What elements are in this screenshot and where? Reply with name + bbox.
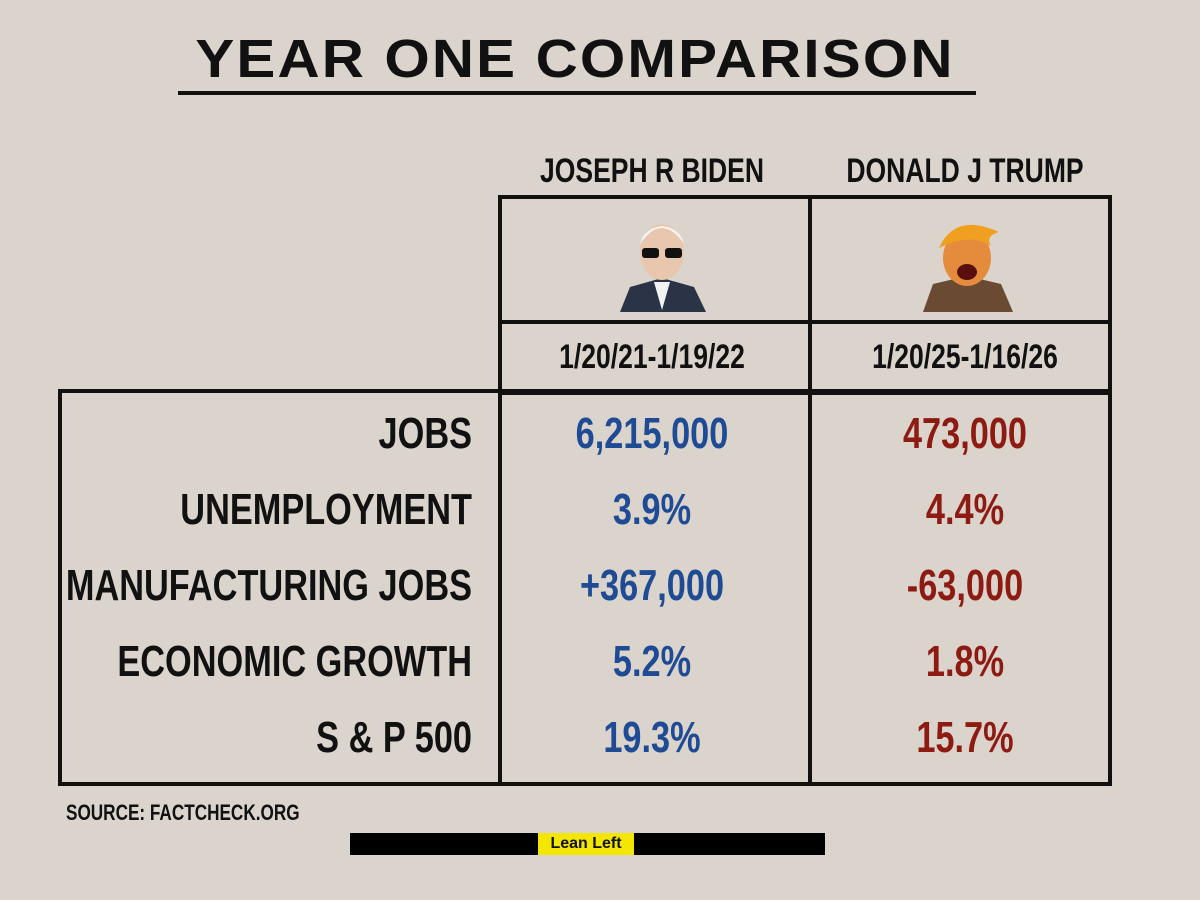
portrait-trump	[923, 224, 1013, 312]
row-label: S & P 500	[316, 713, 472, 762]
row-value: 3.9%	[612, 485, 692, 534]
title: YEAR ONE COMPARISON	[195, 29, 955, 89]
source: SOURCE: FACTCHECK.ORG	[66, 800, 300, 825]
column-divider	[808, 195, 812, 786]
row-label: JOBS	[378, 409, 472, 458]
header-divider	[498, 320, 1112, 324]
column-name: JOSEPH R BIDEN	[539, 152, 765, 190]
row-value: 6,215,000	[575, 409, 729, 458]
row-value: 473,000	[902, 409, 1028, 458]
column-dates: 1/20/25-1/16/26	[872, 338, 1058, 376]
footer-brand: Lean Left	[538, 833, 634, 855]
row-value: 5.2%	[612, 637, 692, 686]
row-label: MANUFACTURING JOBS	[65, 561, 473, 610]
row-value: -63,000	[906, 561, 1024, 610]
column-divider	[498, 389, 502, 786]
header-box	[498, 195, 1112, 395]
column-dates: 1/20/21-1/19/22	[559, 338, 745, 376]
row-label: ECONOMIC GROWTH	[117, 637, 472, 686]
row-value: 1.8%	[925, 637, 1005, 686]
row-label: UNEMPLOYMENT	[180, 485, 472, 534]
row-value: 19.3%	[603, 713, 701, 762]
portrait-biden	[620, 224, 706, 312]
row-value: 15.7%	[916, 713, 1014, 762]
title-underline	[178, 91, 976, 95]
column-name: DONALD J TRUMP	[846, 152, 1084, 190]
row-value: +367,000	[579, 561, 725, 610]
table-box	[58, 389, 1112, 786]
row-value: 4.4%	[925, 485, 1005, 534]
